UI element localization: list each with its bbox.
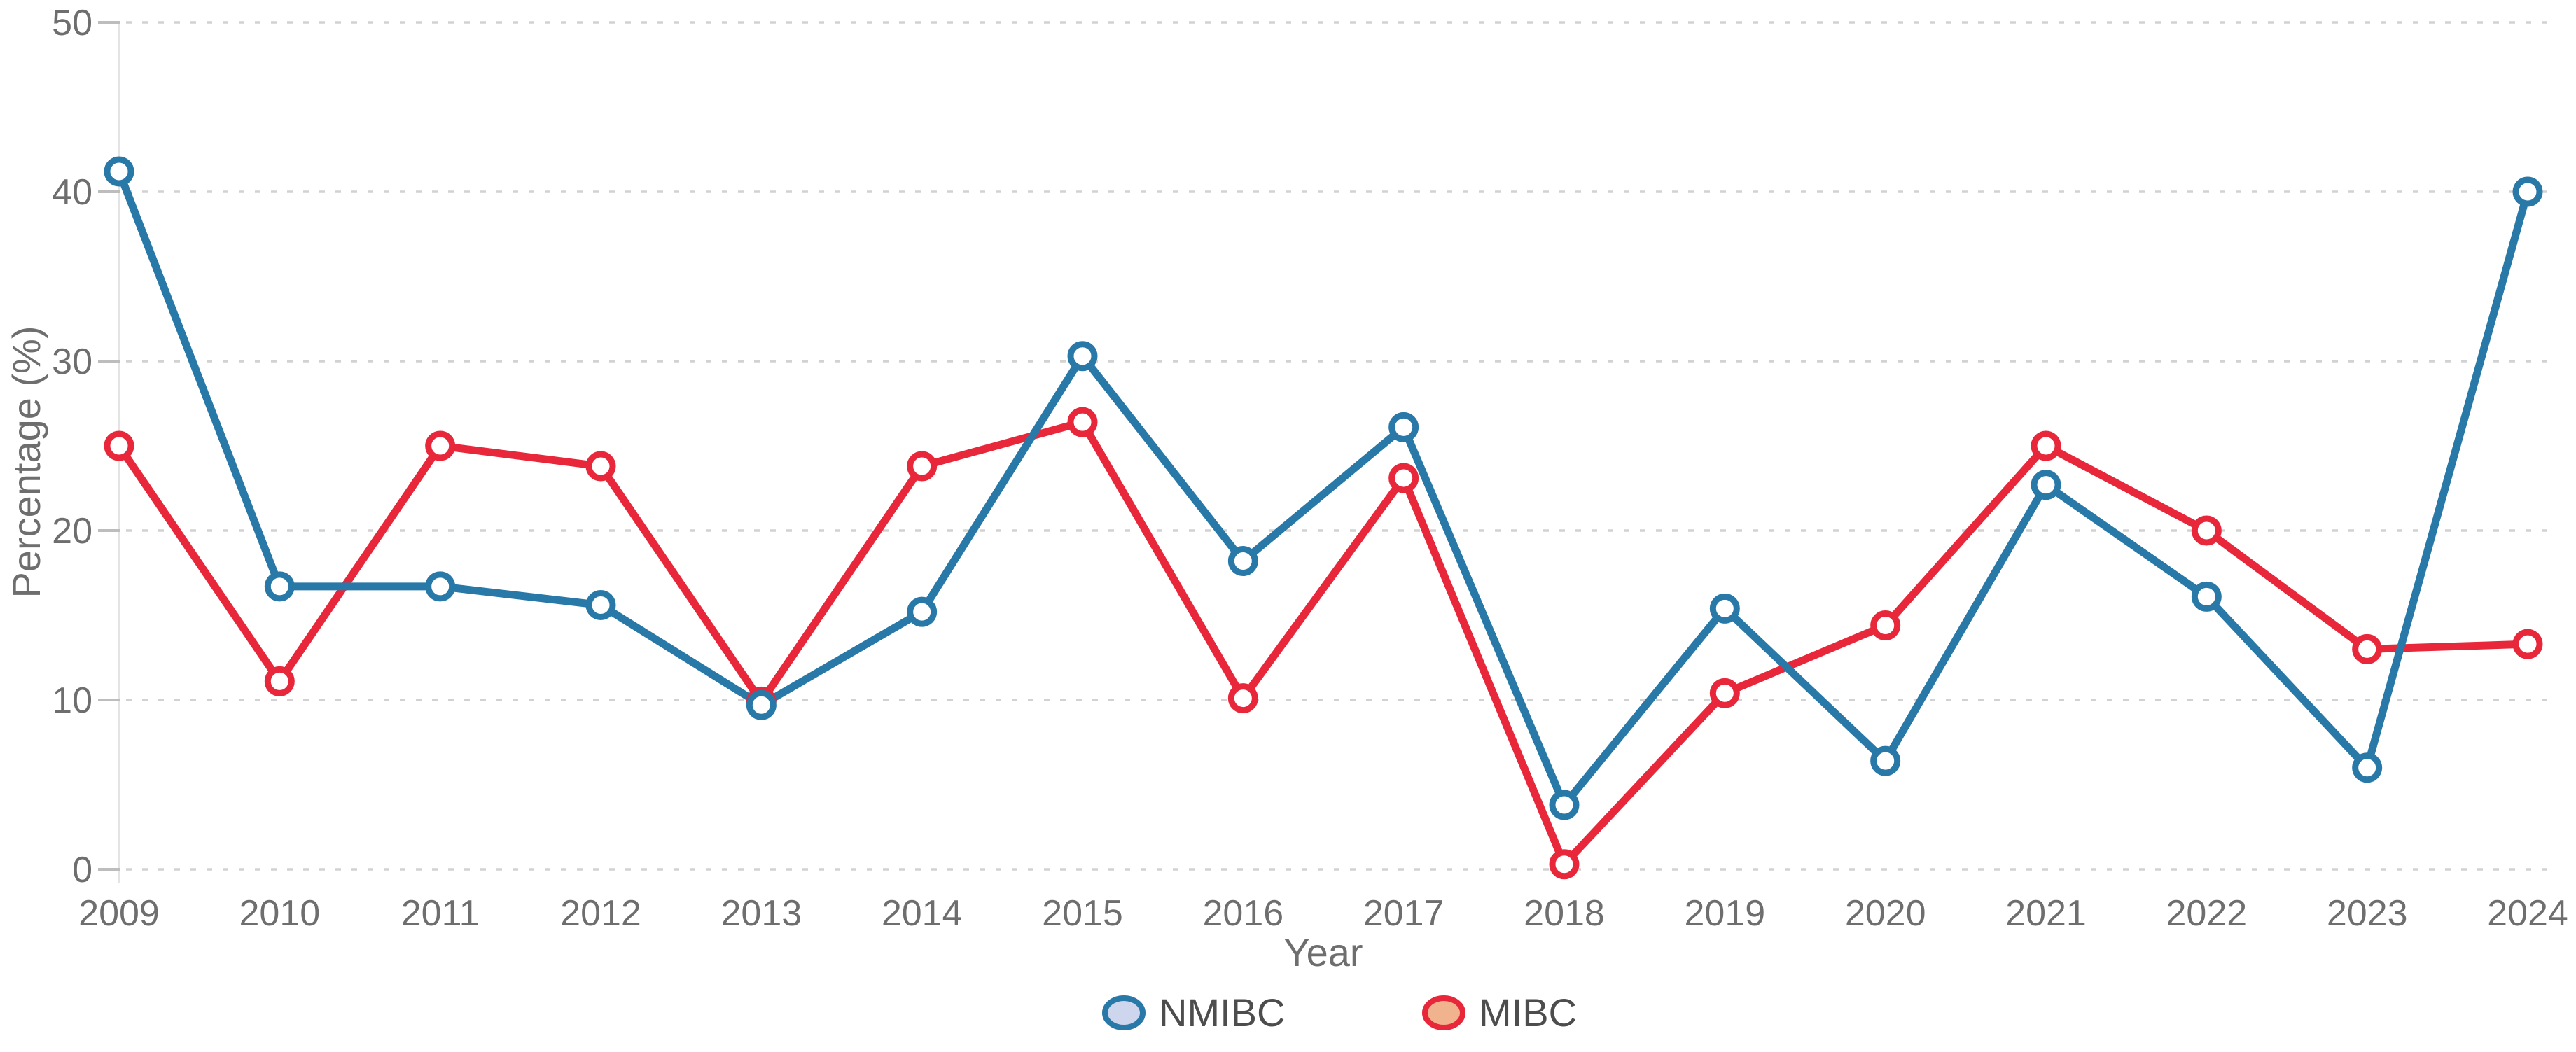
x-tick-label-2021: 2021 <box>2005 893 2087 934</box>
nmibc-point-2020 <box>1870 745 1901 776</box>
legend-label-nmibc: NMIBC <box>1159 990 1285 1035</box>
mibc-point-2009 <box>104 430 134 461</box>
mibc-point-2023 <box>2352 633 2383 664</box>
nmibc-point-2010 <box>264 571 295 602</box>
x-tick-label-2011: 2011 <box>401 893 480 934</box>
x-tick-label-2013: 2013 <box>720 893 802 934</box>
y-tick-label: 40 <box>52 172 92 213</box>
mibc-point-2016 <box>1227 683 1258 714</box>
x-tick-label-2020: 2020 <box>1845 893 1926 934</box>
mibc-point-2011 <box>425 430 456 461</box>
nmibc-point-2015 <box>1067 341 1098 372</box>
mibc-point-2010 <box>264 666 295 696</box>
series-group <box>104 156 2543 880</box>
y-axis-title: Percentage (%) <box>4 325 48 598</box>
mibc-point-2020 <box>1870 610 1901 641</box>
nmibc-point-2016 <box>1227 546 1258 577</box>
y-axis-ticks: 0 10 20 30 40 50 <box>52 3 120 890</box>
y-tick-label: 0 <box>72 850 92 890</box>
mibc-point-2019 <box>1709 678 1740 708</box>
mibc-point-2012 <box>585 451 616 482</box>
legend-item-mibc[interactable]: MIBC <box>1422 990 1577 1035</box>
legend-label-mibc: MIBC <box>1479 990 1577 1035</box>
nmibc-point-2013 <box>746 689 777 720</box>
x-tick-label-2024: 2024 <box>2487 893 2568 934</box>
mibc-point-2017 <box>1388 463 1419 493</box>
mibc-line <box>115 418 2532 869</box>
mibc-point-2014 <box>907 451 938 482</box>
gridlines <box>126 21 2554 871</box>
nmibc-point-2023 <box>2352 752 2383 783</box>
x-tick-label-2023: 2023 <box>2327 893 2408 934</box>
nmibc-legend-marker-icon <box>1102 995 1146 1030</box>
x-tick-label-2014: 2014 <box>882 893 963 934</box>
nmibc-point-2019 <box>1709 593 1740 624</box>
x-tick-label-2022: 2022 <box>2166 893 2247 934</box>
x-axis-ticks: 2009 2010 2011 2012 2013 2014 2015 2016 2017 2018… <box>78 893 2568 934</box>
nmibc-point-2022 <box>2191 581 2222 612</box>
nmibc-point-2009 <box>104 156 134 187</box>
y-tick-label: 50 <box>52 3 92 43</box>
mibc-point-2022 <box>2191 515 2222 546</box>
x-tick-label-2009: 2009 <box>78 893 160 934</box>
nmibc-point-2014 <box>907 596 938 627</box>
nmibc-line <box>115 167 2532 809</box>
nmibc-point-2012 <box>585 589 616 620</box>
x-tick-label-2012: 2012 <box>560 893 641 934</box>
legend-item-nmibc[interactable]: NMIBC <box>1102 990 1285 1035</box>
mibc-point-2018 <box>1549 849 1580 880</box>
mibc-legend-marker-icon <box>1422 995 1465 1030</box>
x-axis-title: Year <box>1283 930 1363 974</box>
nmibc-point-2011 <box>425 571 456 602</box>
nmibc-point-2021 <box>2031 470 2061 500</box>
nmibc-point-2017 <box>1388 412 1419 442</box>
mibc-point-2015 <box>1067 407 1098 437</box>
x-tick-label-2010: 2010 <box>239 893 320 934</box>
mibc-point-2021 <box>2031 430 2061 461</box>
y-tick-label: 30 <box>52 342 92 382</box>
legend: NMIBC MIBC <box>1102 990 1577 1035</box>
y-tick-label: 20 <box>52 511 92 552</box>
nmibc-point-2024 <box>2512 176 2543 207</box>
mibc-point-2024 <box>2512 629 2543 659</box>
x-tick-label-2017: 2017 <box>1363 893 1444 934</box>
x-tick-label-2018: 2018 <box>1524 893 1605 934</box>
nmibc-point-2018 <box>1549 790 1580 820</box>
x-tick-label-2015: 2015 <box>1042 893 1123 934</box>
y-tick-label: 10 <box>52 680 92 721</box>
x-tick-label-2019: 2019 <box>1684 893 1765 934</box>
x-tick-label-2016: 2016 <box>1202 893 1283 934</box>
